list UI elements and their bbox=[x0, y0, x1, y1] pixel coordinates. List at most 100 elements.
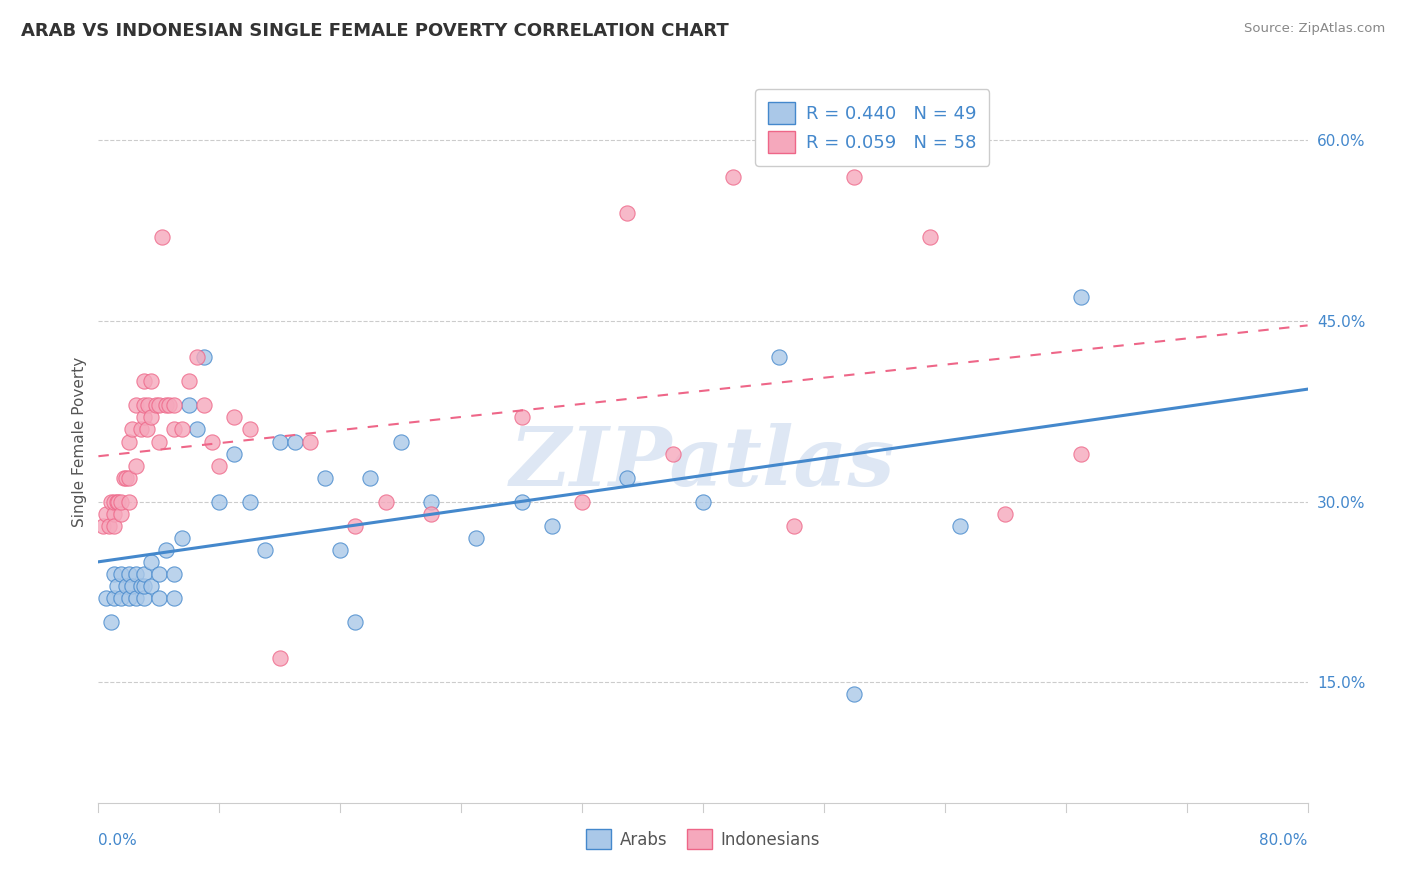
Point bbox=[125, 458, 148, 473]
Point bbox=[136, 398, 159, 412]
Point bbox=[389, 434, 412, 449]
Point bbox=[692, 494, 714, 508]
Point bbox=[94, 507, 117, 521]
Point bbox=[224, 446, 246, 460]
Point bbox=[103, 494, 125, 508]
Point bbox=[329, 542, 352, 557]
Point bbox=[107, 494, 129, 508]
Point bbox=[125, 567, 148, 582]
Point bbox=[186, 423, 208, 437]
Point bbox=[201, 434, 224, 449]
Text: ZIPatlas: ZIPatlas bbox=[510, 423, 896, 503]
Point bbox=[1070, 446, 1092, 460]
Point bbox=[105, 494, 128, 508]
Point bbox=[132, 374, 155, 388]
Point bbox=[299, 434, 322, 449]
Point bbox=[150, 229, 173, 244]
Point bbox=[148, 567, 170, 582]
Point bbox=[91, 518, 114, 533]
Point bbox=[783, 518, 806, 533]
Point bbox=[94, 591, 117, 606]
Point bbox=[163, 567, 186, 582]
Point bbox=[103, 518, 125, 533]
Point bbox=[155, 398, 177, 412]
Point bbox=[163, 591, 186, 606]
Point bbox=[148, 591, 170, 606]
Point bbox=[148, 434, 170, 449]
Point bbox=[141, 374, 163, 388]
Point bbox=[844, 687, 866, 701]
Point bbox=[121, 579, 143, 593]
Point bbox=[110, 494, 132, 508]
Point bbox=[132, 579, 155, 593]
Point bbox=[118, 470, 141, 484]
Point bbox=[374, 494, 396, 508]
Point bbox=[616, 205, 638, 219]
Point bbox=[103, 507, 125, 521]
Point bbox=[112, 470, 135, 484]
Point bbox=[103, 591, 125, 606]
Point bbox=[844, 169, 866, 184]
Point bbox=[918, 229, 941, 244]
Point bbox=[208, 494, 231, 508]
Point bbox=[768, 350, 790, 364]
Point bbox=[121, 423, 143, 437]
Point bbox=[155, 542, 177, 557]
Point bbox=[284, 434, 307, 449]
Y-axis label: Single Female Poverty: Single Female Poverty bbox=[72, 357, 87, 526]
Point bbox=[114, 579, 136, 593]
Point bbox=[186, 350, 208, 364]
Point bbox=[465, 531, 488, 545]
Point bbox=[125, 398, 148, 412]
Point bbox=[118, 434, 141, 449]
Point bbox=[141, 555, 163, 569]
Point bbox=[118, 567, 141, 582]
Point bbox=[98, 518, 121, 533]
Point bbox=[170, 423, 193, 437]
Point bbox=[239, 494, 262, 508]
Point bbox=[148, 398, 170, 412]
Point bbox=[118, 494, 141, 508]
Text: ARAB VS INDONESIAN SINGLE FEMALE POVERTY CORRELATION CHART: ARAB VS INDONESIAN SINGLE FEMALE POVERTY… bbox=[21, 22, 728, 40]
Point bbox=[723, 169, 745, 184]
Point bbox=[344, 615, 367, 630]
Point bbox=[510, 410, 533, 425]
Point bbox=[994, 507, 1017, 521]
Point bbox=[145, 398, 167, 412]
Point bbox=[114, 470, 136, 484]
Point bbox=[125, 591, 148, 606]
Point bbox=[193, 350, 215, 364]
Point bbox=[105, 579, 128, 593]
Point bbox=[269, 434, 291, 449]
Point bbox=[103, 567, 125, 582]
Point bbox=[571, 494, 593, 508]
Point bbox=[314, 470, 336, 484]
Point bbox=[118, 591, 141, 606]
Point bbox=[208, 458, 231, 473]
Point bbox=[949, 518, 972, 533]
Point bbox=[179, 398, 201, 412]
Point bbox=[132, 398, 155, 412]
Point bbox=[420, 507, 443, 521]
Point bbox=[110, 507, 132, 521]
Point bbox=[100, 494, 122, 508]
Point bbox=[129, 423, 152, 437]
Text: 80.0%: 80.0% bbox=[1260, 833, 1308, 848]
Point bbox=[224, 410, 246, 425]
Point bbox=[420, 494, 443, 508]
Point bbox=[132, 410, 155, 425]
Point bbox=[110, 591, 132, 606]
Point bbox=[344, 518, 367, 533]
Text: Source: ZipAtlas.com: Source: ZipAtlas.com bbox=[1244, 22, 1385, 36]
Point bbox=[193, 398, 215, 412]
Point bbox=[239, 423, 262, 437]
Point bbox=[661, 446, 683, 460]
Legend: Arabs, Indonesians: Arabs, Indonesians bbox=[579, 822, 827, 856]
Point bbox=[360, 470, 382, 484]
Text: 0.0%: 0.0% bbox=[98, 833, 138, 848]
Point bbox=[163, 398, 186, 412]
Point bbox=[159, 398, 181, 412]
Point bbox=[616, 470, 638, 484]
Point bbox=[141, 410, 163, 425]
Point bbox=[253, 542, 276, 557]
